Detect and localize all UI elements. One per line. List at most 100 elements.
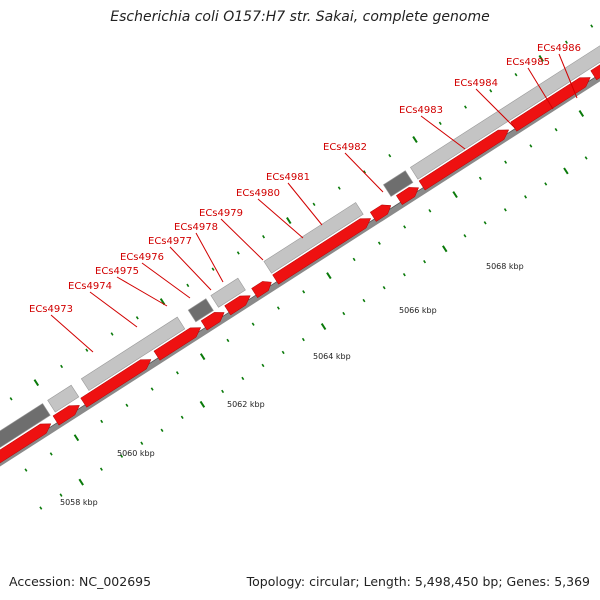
gene-label: ECs4982 bbox=[323, 142, 367, 153]
reverse-cds-feature bbox=[395, 187, 419, 206]
reverse-cds-feature bbox=[200, 312, 225, 331]
tick-mark bbox=[388, 154, 392, 158]
reverse-cds-feature bbox=[272, 218, 372, 285]
tick-mark bbox=[49, 452, 53, 456]
gene-label: ECs4976 bbox=[120, 252, 164, 263]
tick-mark bbox=[312, 202, 316, 207]
forward-cds-feature bbox=[80, 316, 186, 391]
tick-mark bbox=[85, 348, 89, 352]
leader-line bbox=[50, 314, 94, 353]
tick-mark bbox=[362, 298, 366, 303]
forward-cds-feature bbox=[409, 45, 600, 180]
scale-label: 5068 kbp bbox=[486, 262, 524, 271]
tick-mark bbox=[504, 160, 508, 164]
gene-label: ECs4975 bbox=[95, 266, 139, 277]
reverse-cds-feature bbox=[224, 295, 251, 316]
tick-mark bbox=[251, 322, 255, 326]
forward-cds-feature bbox=[0, 403, 51, 448]
tick-mark bbox=[442, 245, 448, 253]
tick-mark bbox=[160, 428, 164, 432]
tick-mark bbox=[199, 353, 206, 361]
tick-mark bbox=[150, 387, 154, 391]
reverse-cds-feature bbox=[251, 281, 272, 299]
gene-label: ECs4985 bbox=[506, 57, 550, 68]
tick-mark bbox=[489, 89, 493, 93]
gene-label: ECs4986 bbox=[537, 43, 581, 54]
tick-mark bbox=[99, 467, 103, 471]
leader-line bbox=[220, 218, 264, 261]
tick-mark bbox=[110, 332, 114, 336]
tick-mark bbox=[199, 400, 206, 408]
tick-mark bbox=[544, 182, 548, 186]
leader-line bbox=[287, 182, 323, 226]
tick-mark bbox=[590, 24, 594, 28]
tick-mark bbox=[78, 478, 84, 486]
tick-mark bbox=[428, 209, 432, 213]
tick-mark bbox=[125, 403, 129, 407]
tick-mark bbox=[337, 186, 341, 190]
tick-mark bbox=[514, 72, 518, 77]
tick-mark bbox=[438, 121, 442, 125]
leader-line bbox=[257, 198, 304, 239]
tick-mark bbox=[281, 350, 285, 355]
tick-mark bbox=[464, 105, 467, 109]
tick-mark bbox=[236, 251, 240, 255]
forward-cds-feature bbox=[210, 277, 246, 308]
tick-mark bbox=[262, 235, 266, 239]
reverse-cds-feature bbox=[153, 327, 202, 361]
tick-mark bbox=[73, 434, 80, 442]
tick-mark bbox=[584, 156, 588, 160]
tick-mark bbox=[412, 136, 418, 143]
tick-mark bbox=[463, 234, 467, 238]
tick-mark bbox=[538, 54, 544, 62]
reverse-cds-feature bbox=[0, 423, 52, 464]
tick-mark bbox=[140, 441, 144, 445]
scale-label: 5066 kbp bbox=[399, 306, 437, 315]
tick-mark bbox=[524, 195, 528, 199]
tick-mark bbox=[120, 454, 124, 458]
tick-mark bbox=[423, 260, 427, 264]
tick-mark bbox=[326, 272, 332, 280]
tick-mark bbox=[33, 379, 40, 387]
tick-mark bbox=[529, 144, 533, 148]
leader-line bbox=[169, 246, 212, 291]
reverse-cds-feature bbox=[80, 359, 152, 408]
tick-mark bbox=[320, 323, 327, 331]
topology-text: Topology: circular; Length: 5,498,450 bp… bbox=[246, 574, 590, 589]
reverse-cds-feature bbox=[369, 204, 392, 222]
tick-mark bbox=[342, 311, 346, 316]
scale-label: 5062 kbp bbox=[227, 400, 265, 409]
forward-cds-feature bbox=[263, 202, 364, 274]
tick-mark bbox=[578, 110, 585, 117]
tick-mark bbox=[382, 285, 386, 290]
leader-line bbox=[141, 262, 191, 299]
tick-mark bbox=[180, 415, 184, 420]
tick-mark bbox=[175, 371, 179, 375]
tick-mark bbox=[564, 40, 568, 44]
tick-mark bbox=[59, 493, 63, 497]
tick-mark bbox=[478, 176, 482, 181]
gene-label: ECs4981 bbox=[266, 172, 310, 183]
tick-mark bbox=[211, 267, 215, 271]
tick-mark bbox=[39, 506, 43, 510]
forward-strand-features bbox=[0, 45, 600, 448]
gene-label: ECs4974 bbox=[68, 281, 112, 292]
tick-mark bbox=[186, 283, 190, 288]
tick-mark bbox=[100, 419, 104, 424]
gene-label: ECs4973 bbox=[29, 304, 73, 315]
leader-line bbox=[475, 88, 516, 129]
gene-label: ECs4977 bbox=[148, 236, 192, 247]
map-title: Escherichia coli O157:H7 str. Sakai, com… bbox=[110, 9, 490, 25]
tick-mark bbox=[135, 316, 139, 320]
tick-mark bbox=[563, 167, 569, 175]
leader-line bbox=[420, 115, 466, 150]
tick-mark bbox=[302, 290, 306, 294]
tick-mark bbox=[483, 221, 487, 225]
tick-mark bbox=[363, 170, 367, 174]
tick-mark bbox=[286, 217, 292, 225]
scale-labels: 5058 kbp 5060 kbp 5062 kbp 5064 kbp 5066 kbp… bbox=[60, 262, 524, 507]
leader-line bbox=[116, 276, 168, 307]
tick-mark bbox=[403, 225, 407, 229]
tick-mark bbox=[402, 272, 406, 277]
